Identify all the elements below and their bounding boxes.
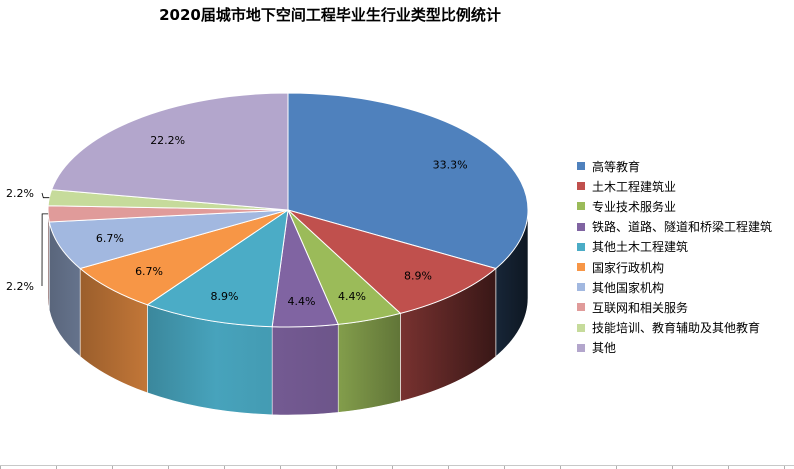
slice-1 [287, 209, 497, 314]
legend-label-2: 专业技术服务业 [592, 199, 677, 214]
legend-item-7: 互联网和相关服务 [577, 297, 772, 317]
legend-swatch-2 [577, 202, 585, 211]
slice-9 [50, 92, 289, 211]
legend-swatch-7 [577, 303, 585, 312]
legend-label-0: 高等教育 [592, 159, 641, 174]
legend-label-6: 其他国家机构 [592, 280, 665, 295]
legend-label-8: 技能培训、教育辅助及其他教育 [592, 321, 761, 336]
legend-label-1: 土木工程建筑业 [592, 179, 677, 194]
legend-item-8: 技能培训、教育辅助及其他教育 [577, 318, 772, 338]
legend-item-4: 其他土木工程建筑 [577, 237, 772, 257]
legend-label-9: 其他 [592, 341, 617, 356]
data-label-7: 2.2% [6, 280, 34, 293]
slice-side-2 [337, 312, 401, 413]
legend-swatch-5 [577, 263, 585, 272]
slice-side-7 [47, 209, 50, 310]
bottom-axis-strip [0, 465, 794, 469]
legend-label-4: 其他土木工程建筑 [592, 240, 689, 255]
legend-swatch-0 [577, 162, 585, 171]
legend-label-5: 国家行政机构 [592, 260, 665, 275]
legend-swatch-9 [577, 343, 585, 352]
legend-item-9: 其他 [577, 338, 772, 358]
legend-swatch-4 [577, 242, 585, 251]
legend-item-5: 国家行政机构 [577, 257, 772, 277]
legend-item-3: 铁路、道路、隧道和桥梁工程建筑 [577, 217, 772, 237]
slice-4 [146, 208, 289, 328]
data-label-1: 8.9% [404, 270, 432, 283]
legend-item-2: 专业技术服务业 [577, 196, 772, 216]
slice-0 [287, 92, 529, 270]
legend-item-0: 高等教育 [577, 156, 772, 176]
legend-swatch-3 [577, 222, 585, 231]
legend-item-1: 土木工程建筑业 [577, 176, 772, 196]
leader-line-8 [41, 192, 50, 199]
legend-item-6: 其他国家机构 [577, 277, 772, 297]
leader-line-7 [41, 213, 49, 287]
data-label-0: 33.3% [433, 158, 468, 171]
legend-swatch-1 [577, 182, 585, 191]
slice-side-3 [271, 324, 339, 416]
legend-swatch-6 [577, 283, 585, 292]
legend-label-7: 互联网和相关服务 [592, 300, 689, 315]
data-label-8: 2.2% [6, 187, 34, 200]
legend: 高等教育土木工程建筑业 专业技术服务业铁路、道路、隧道和桥梁工程建筑 其他土木工程建… [577, 156, 772, 358]
data-label-6: 6.7% [96, 232, 124, 245]
legend-label-3: 铁路、道路、隧道和桥梁工程建筑 [592, 220, 773, 235]
legend-swatch-8 [577, 323, 585, 332]
chart-title: 2020届城市地下空间工程毕业生行业类型比例统计 [159, 6, 501, 24]
data-label-5: 6.7% [135, 265, 163, 278]
data-label-9: 22.2% [150, 134, 185, 147]
data-label-3: 4.4% [288, 295, 316, 308]
data-label-2: 4.4% [338, 290, 366, 303]
data-label-4: 8.9% [211, 290, 239, 303]
